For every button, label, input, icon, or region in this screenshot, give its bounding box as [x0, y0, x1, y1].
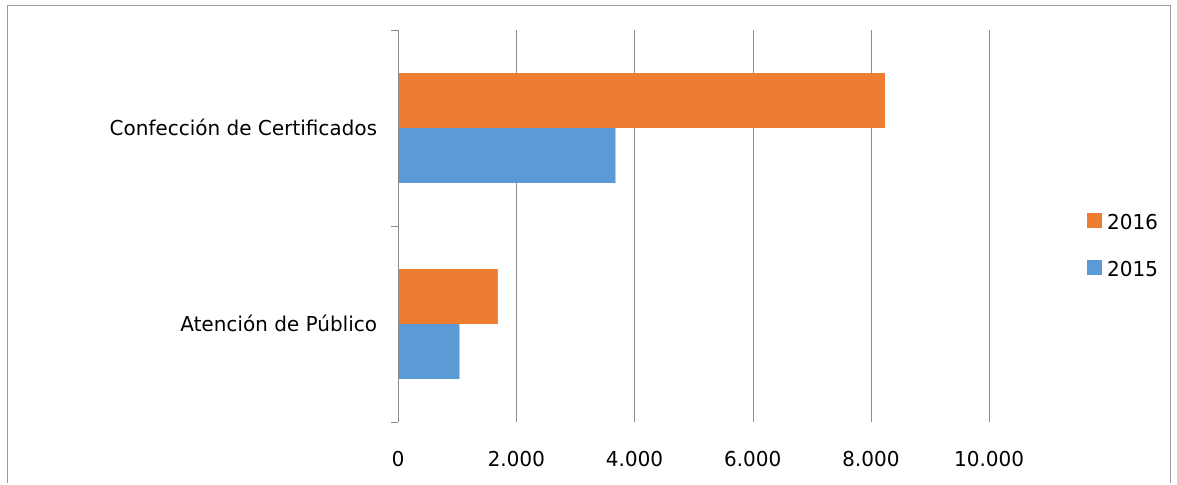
- bar: [398, 269, 498, 324]
- x-tick-label: 2.000: [488, 447, 545, 471]
- bar: [398, 73, 885, 128]
- category-label: Confección de Certificados: [110, 116, 378, 140]
- x-tick-label: 4.000: [606, 447, 663, 471]
- legend-swatch: [1087, 213, 1102, 228]
- x-tick-label: 6.000: [724, 447, 781, 471]
- labels: Confección de Certificados Atención de Pú…: [110, 116, 1024, 471]
- x-tick-label: 10.000: [954, 447, 1024, 471]
- legend-label: 2016: [1107, 210, 1158, 234]
- legend-swatch: [1087, 260, 1102, 275]
- bar: [398, 128, 616, 183]
- legend: 2016 2015: [1087, 210, 1158, 281]
- x-tick-label: 8.000: [842, 447, 899, 471]
- bars: [398, 73, 885, 379]
- x-tick-label: 0: [392, 447, 405, 471]
- legend-label: 2015: [1107, 257, 1158, 281]
- bar: [398, 324, 460, 379]
- category-label: Atención de Público: [180, 312, 377, 336]
- axes: [391, 30, 399, 423]
